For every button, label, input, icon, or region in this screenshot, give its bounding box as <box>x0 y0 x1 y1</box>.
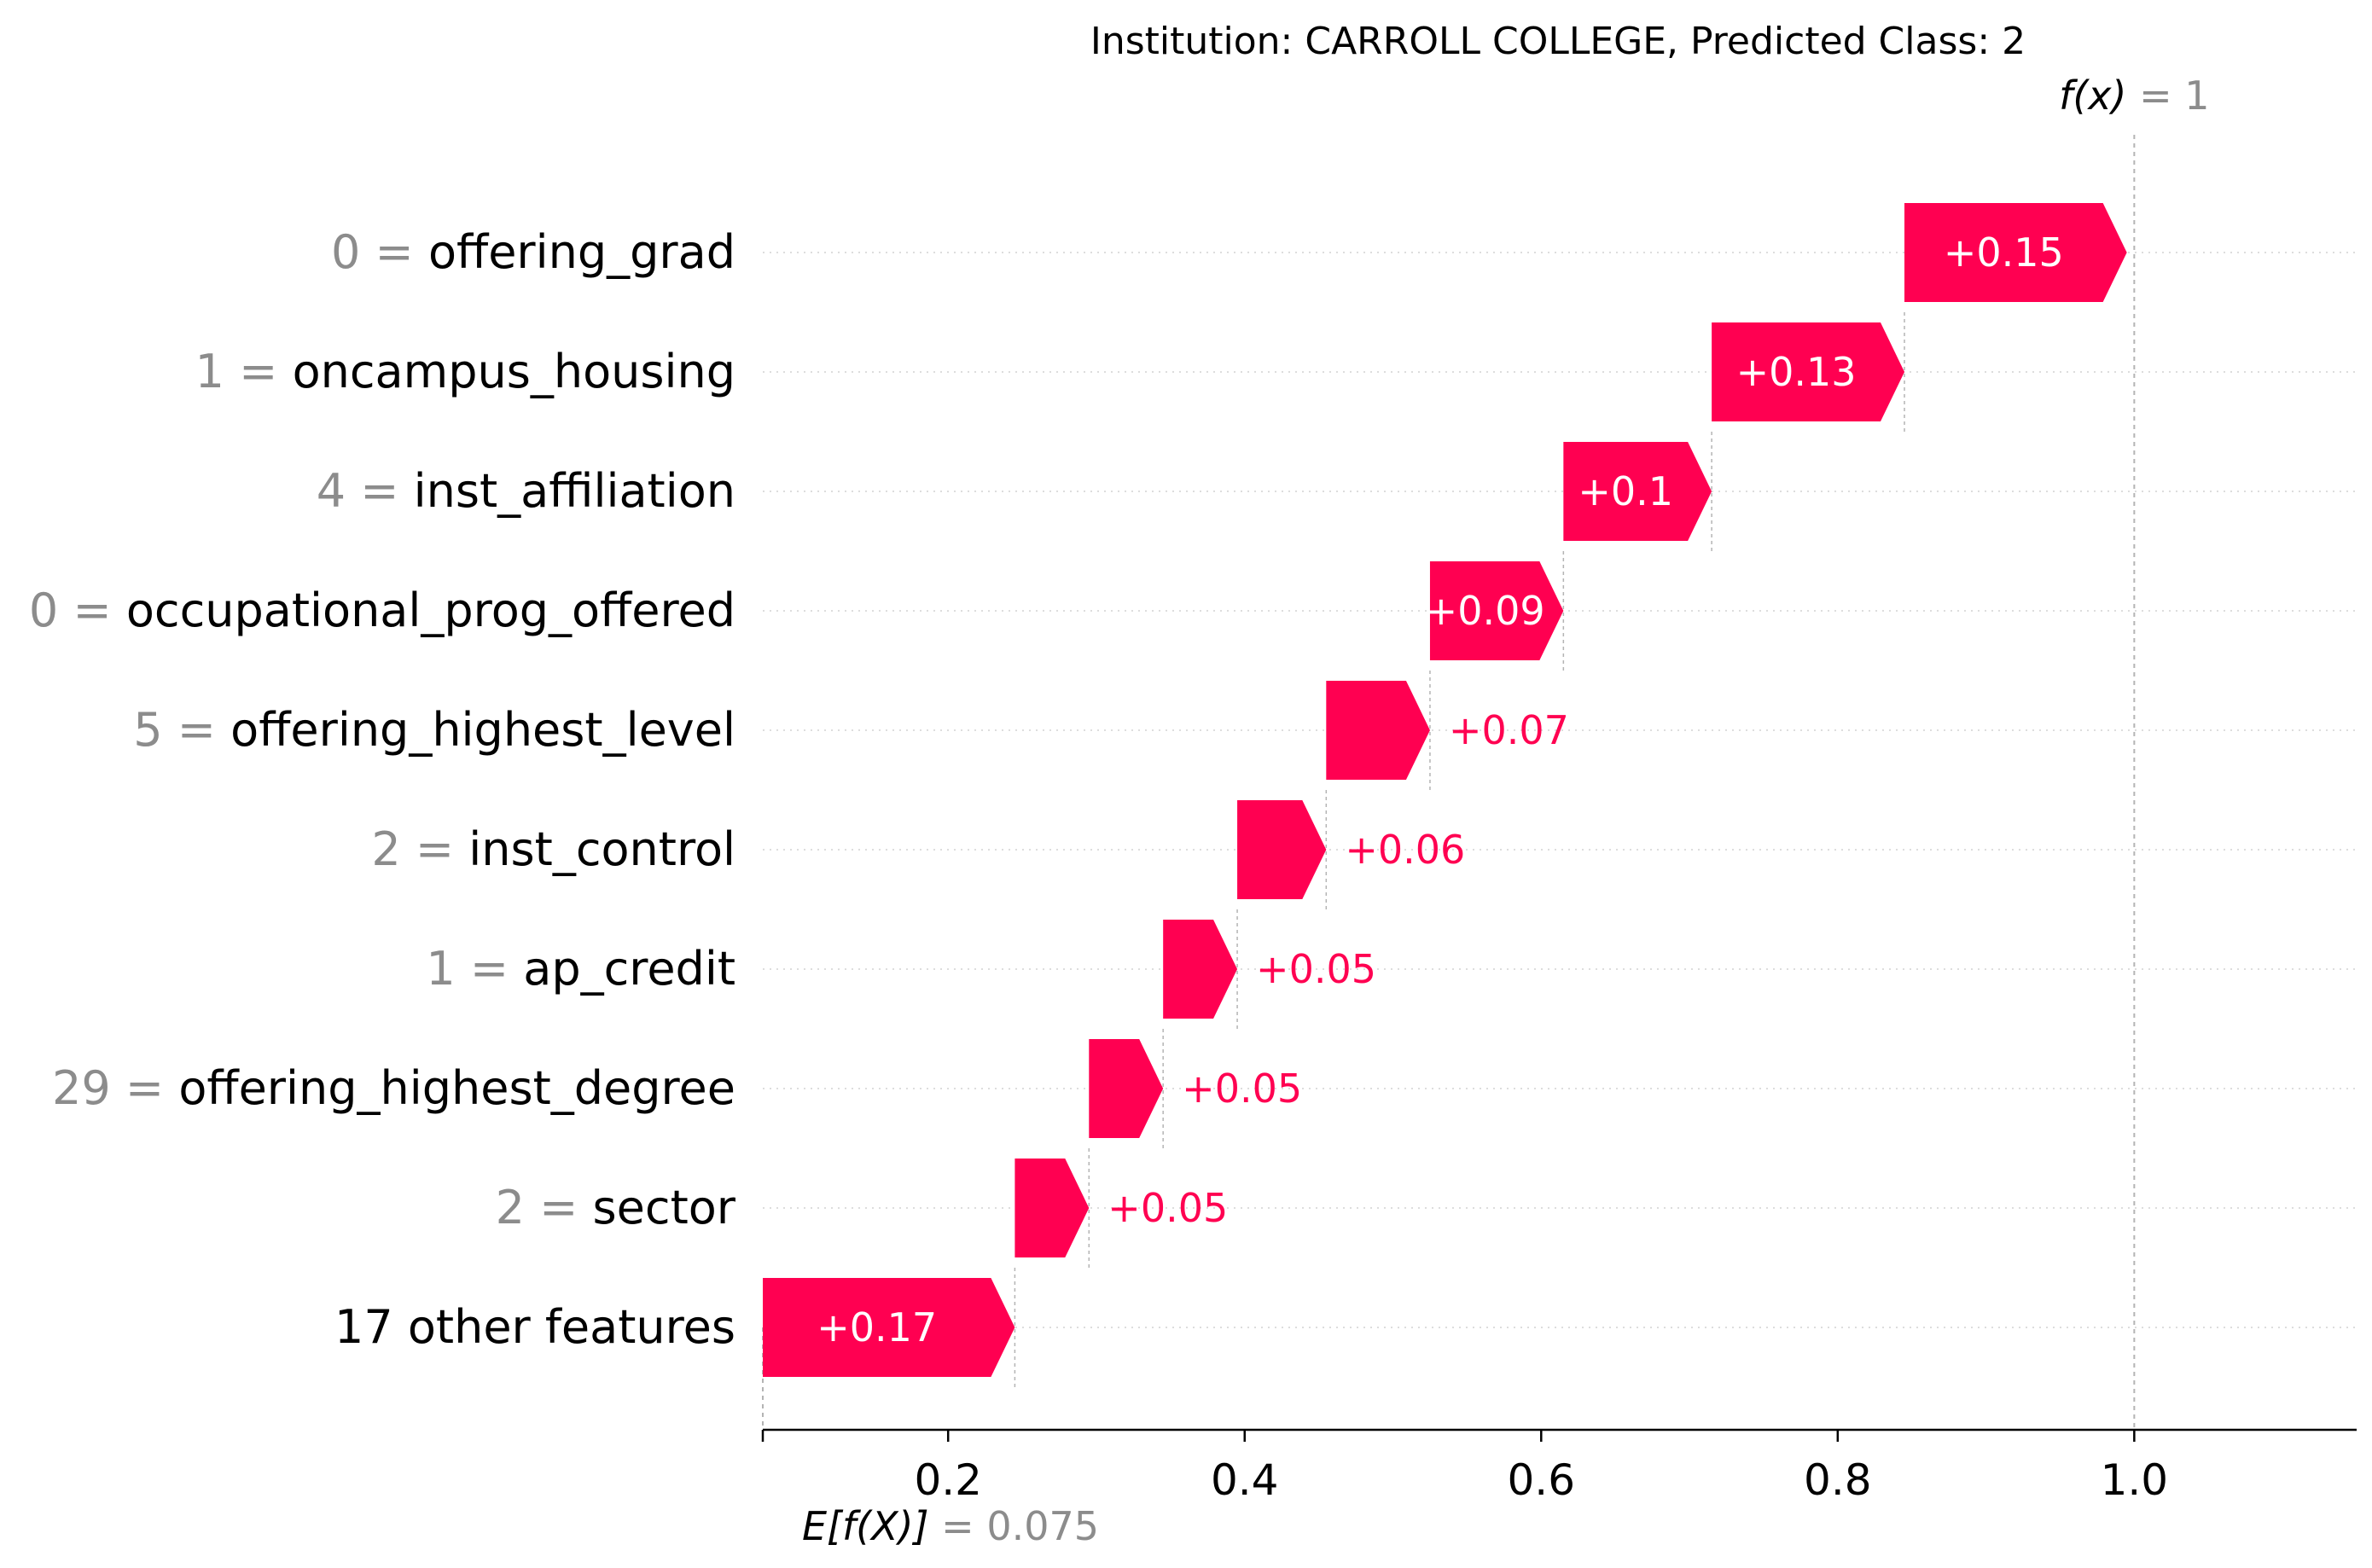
feature-name: offering_highest_level <box>230 703 735 757</box>
chart-title: Institution: CARROLL COLLEGE, Predicted … <box>1090 20 2026 63</box>
feature-value: 0 = <box>331 225 428 279</box>
feature-label: 0 = offering_grad <box>331 225 735 279</box>
bar-offering-highest-level <box>1326 681 1430 780</box>
bar-occupational-prog-offered <box>1429 561 1564 660</box>
feature-label: 1 = oncampus_housing <box>195 345 735 398</box>
output-value-annotation: f(x) = 1 <box>2059 73 2209 119</box>
feature-name: 17 other features <box>334 1300 735 1354</box>
feature-name: oncampus_housing <box>293 345 735 398</box>
bar-ap-credit <box>1163 920 1238 1019</box>
bar-layer: +0.15 +0.13 +0.1 +0.09 +0.07 +0.06 +0.05 +0.05 +… <box>763 203 2127 1377</box>
feature-label: 4 = inst_affiliation <box>317 464 735 518</box>
bar-inst-affiliation <box>1563 442 1712 541</box>
base-value-annotation: E[f(X)] = 0.075 <box>802 1503 1099 1549</box>
grid-layer <box>763 252 2357 1328</box>
x-tick-label: 0.6 <box>1508 1455 1576 1505</box>
feature-value: 4 = <box>317 464 414 518</box>
bar-offering-grad <box>1904 203 2127 302</box>
x-axis: 0.2 0.4 0.6 0.8 1.0 <box>761 1428 2357 1505</box>
bar-sector <box>1014 1159 1090 1257</box>
bar-value-label: +0.1 <box>1578 468 1673 514</box>
feature-label: 1 = ap_credit <box>426 942 735 996</box>
x-tick-label: 0.4 <box>1211 1455 1279 1505</box>
feature-value: 1 = <box>195 345 293 398</box>
bar-value-label: +0.09 <box>1425 588 1545 634</box>
feature-value: 2 = <box>496 1181 593 1234</box>
guide-layer <box>762 135 2136 1430</box>
bar-value-label: +0.05 <box>1108 1185 1228 1231</box>
bar-oncampus-housing <box>1712 322 1905 421</box>
feature-label: 17 other features <box>334 1300 735 1354</box>
feature-label: 2 = inst_control <box>371 822 735 876</box>
bar-value-label: +0.05 <box>1182 1066 1302 1112</box>
value-annotations: f(x) = 1 E[f(X)] = 0.075 <box>802 73 2210 1549</box>
feature-name: ap_credit <box>523 942 735 996</box>
bar-value-label: +0.06 <box>1345 827 1465 873</box>
bar-value-label: +0.13 <box>1736 349 1857 395</box>
feature-name: inst_control <box>468 822 735 876</box>
bar-value-label: +0.07 <box>1449 707 1569 753</box>
feature-label: 29 = offering_highest_degree <box>52 1061 735 1115</box>
feature-name: sector <box>593 1181 736 1234</box>
bar-value-label: +0.17 <box>817 1304 937 1350</box>
bar-offering-highest-degree <box>1089 1039 1164 1138</box>
feature-label: 2 = sector <box>496 1181 736 1234</box>
bar-17-other-features <box>763 1278 1015 1377</box>
bar-value-label: +0.15 <box>1944 229 2064 276</box>
x-tick-label: 0.8 <box>1804 1455 1872 1505</box>
feature-label: 5 = offering_highest_level <box>133 703 735 757</box>
feature-label: 0 = occupational_prog_offered <box>29 584 735 637</box>
x-tick-label: 0.2 <box>914 1455 982 1505</box>
feature-value: 5 = <box>133 703 230 757</box>
bar-value-label: +0.05 <box>1256 946 1376 992</box>
x-tick-label: 1.0 <box>2101 1455 2169 1505</box>
feature-value: 0 = <box>29 584 126 637</box>
feature-label-layer: 0 = offering_grad 1 = oncampus_housing 4 =… <box>29 225 736 1354</box>
feature-value: 29 = <box>52 1061 178 1115</box>
bar-inst-control <box>1237 800 1327 899</box>
feature-name: occupational_prog_offered <box>126 584 735 637</box>
feature-name: offering_grad <box>428 225 735 279</box>
feature-name: offering_highest_degree <box>178 1061 735 1115</box>
feature-value: 2 = <box>371 822 468 876</box>
feature-name: inst_affiliation <box>414 464 735 518</box>
feature-value: 1 = <box>426 942 523 996</box>
